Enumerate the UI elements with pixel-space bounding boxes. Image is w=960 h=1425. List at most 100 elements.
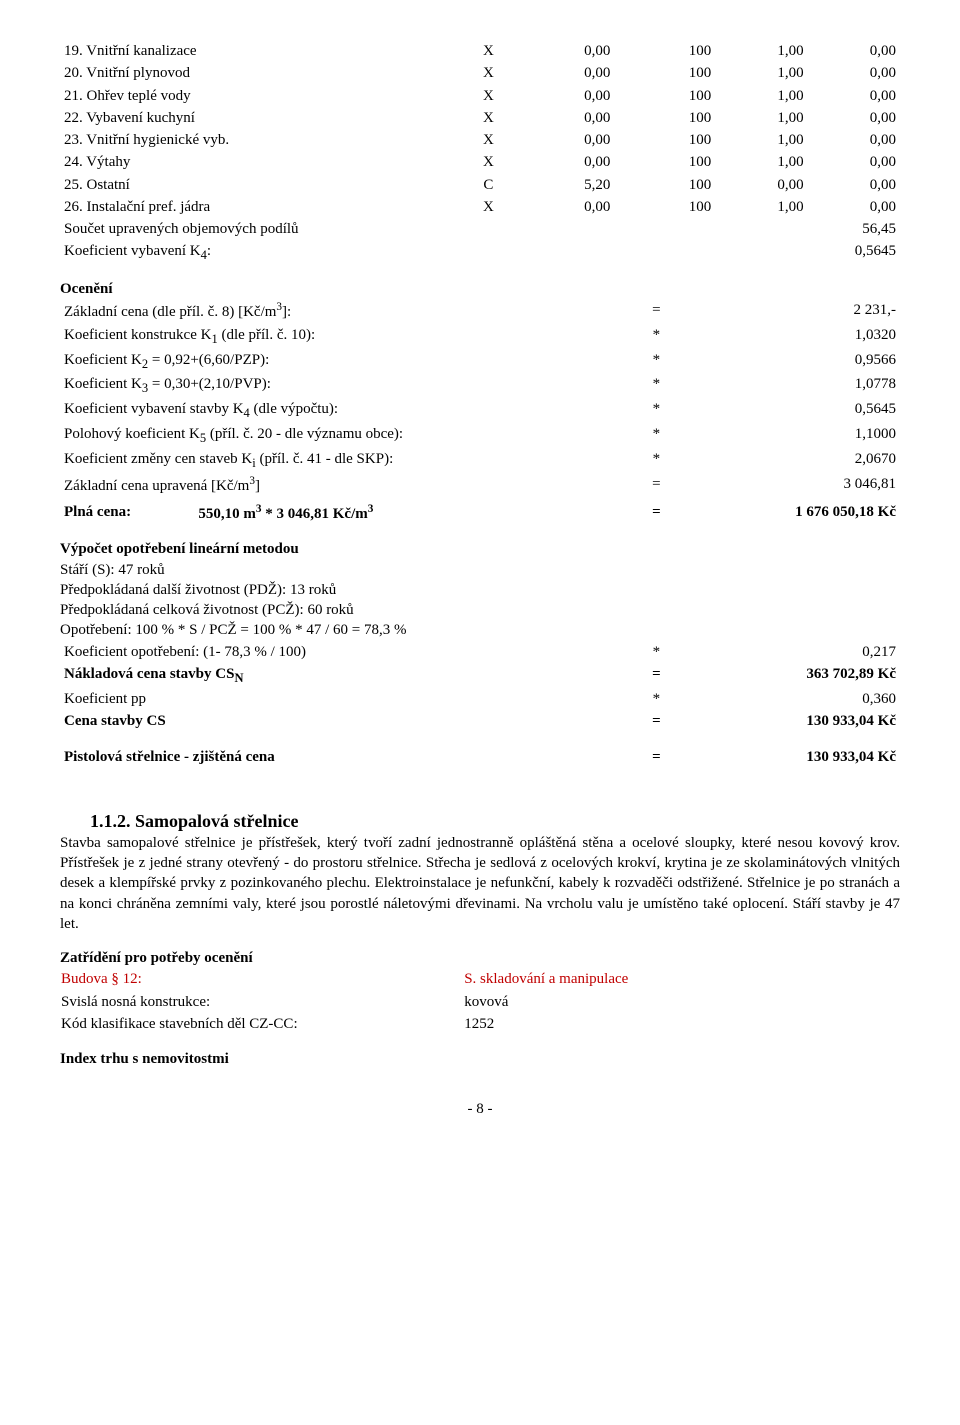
row-c1: X — [463, 129, 513, 151]
oceneni-title: Ocenění — [60, 279, 900, 299]
table-row: 24. VýtahyX0,001001,000,00 — [60, 151, 900, 173]
row-label: Koeficient K2 = 0,92+(6,60/PZP): — [60, 349, 631, 374]
row-label: 24. Výtahy — [60, 151, 463, 173]
table-row: Základní cena upravená [Kč/m3]=3 046,81 — [60, 473, 900, 497]
row-val: 1,0778 — [682, 373, 900, 398]
row-val: 363 702,89 Kč — [682, 663, 900, 688]
row-left: Kód klasifikace stavebních děl CZ-CC: — [60, 1013, 463, 1035]
row-val: 3 046,81 — [682, 473, 900, 497]
row-val: 0,360 — [682, 688, 900, 710]
final-val: 130 933,04 Kč — [682, 746, 900, 768]
row-label: 23. Vnitřní hygienické vyb. — [60, 129, 463, 151]
row-c1: X — [463, 40, 513, 62]
row-c4: 1,00 — [715, 85, 807, 107]
row-right: kovová — [463, 991, 900, 1013]
row-c2: 0,00 — [514, 62, 615, 84]
table-row: Koeficient vybavení stavby K4 (dle výpoč… — [60, 398, 900, 423]
index-title: Index trhu s nemovitostmi — [60, 1049, 900, 1069]
row-label: Koeficient pp — [60, 688, 631, 710]
row-c4: 1,00 — [715, 40, 807, 62]
row-val: 1,0320 — [682, 324, 900, 349]
samopal-title: 1.1.2. Samopalová střelnice — [60, 811, 299, 831]
row-c4: 1,00 — [715, 107, 807, 129]
row-c1: X — [463, 107, 513, 129]
row-c2: 5,20 — [514, 174, 615, 196]
row-label: 20. Vnitřní plynovod — [60, 62, 463, 84]
row-c3: 100 — [614, 62, 715, 84]
table-row: Cena stavby CS=130 933,04 Kč — [60, 710, 900, 732]
row-label: Koeficient změny cen staveb Ki (příl. č.… — [60, 448, 631, 473]
row-label: Koeficient konstrukce K1 (dle příl. č. 1… — [60, 324, 631, 349]
row-c2: 0,00 — [514, 151, 615, 173]
vypocet-line: Stáří (S): 47 roků — [60, 560, 900, 580]
row-op: * — [631, 373, 681, 398]
row-c2: 0,00 — [514, 196, 615, 218]
table-zatrideni: Budova § 12:S. skladování a manipulaceSv… — [60, 968, 900, 1035]
table-row: Nákladová cena stavby CSN=363 702,89 Kč — [60, 663, 900, 688]
table-row: Koeficient K2 = 0,92+(6,60/PZP):*0,9566 — [60, 349, 900, 374]
row-right: 1252 — [463, 1013, 900, 1035]
vypocet-lines: Stáří (S): 47 rokůPředpokládaná další ži… — [60, 560, 900, 641]
zatrideni-title: Zatřídění pro potřeby ocenění — [60, 948, 900, 968]
final-op: = — [631, 746, 681, 768]
row-val: 0,5645 — [682, 398, 900, 423]
row-c5: 0,00 — [808, 129, 900, 151]
plna-mid: 550,10 m3 * 3 046,81 Kč/m3 — [194, 501, 631, 525]
row-c1: X — [463, 151, 513, 173]
row-c4: 1,00 — [715, 62, 807, 84]
row-label: Základní cena (dle příl. č. 8) [Kč/m3]: — [60, 299, 631, 323]
row-val: 2,0670 — [682, 448, 900, 473]
row-val: 0,9566 — [682, 349, 900, 374]
table-row: 22. Vybavení kuchyníX0,001001,000,00 — [60, 107, 900, 129]
row-c4: 1,00 — [715, 129, 807, 151]
row-op: * — [631, 688, 681, 710]
table-row: 23. Vnitřní hygienické vyb.X0,001001,000… — [60, 129, 900, 151]
table-row: Koeficient pp*0,360 — [60, 688, 900, 710]
row-op: = — [631, 663, 681, 688]
plna-cena-row: Plná cena: 550,10 m3 * 3 046,81 Kč/m3 = … — [60, 501, 900, 525]
row-op: = — [631, 299, 681, 323]
row-label: 26. Instalační pref. jádra — [60, 196, 463, 218]
table-row: Polohový koeficient K5 (příl. č. 20 - dl… — [60, 423, 900, 448]
plna-label: Plná cena: — [60, 501, 194, 525]
table-row: Základní cena (dle příl. č. 8) [Kč/m3]:=… — [60, 299, 900, 323]
table-sum: Součet upravených objemových podílů 56,4… — [60, 218, 900, 265]
table-vypocet: Koeficient opotřebení: (1- 78,3 % / 100)… — [60, 641, 900, 733]
row-val: 1,1000 — [682, 423, 900, 448]
row-label: Nákladová cena stavby CSN — [60, 663, 631, 688]
table-row: 20. Vnitřní plynovodX0,001001,000,00 — [60, 62, 900, 84]
vypocet-line: Opotřebení: 100 % * S / PCŽ = 100 % * 47… — [60, 620, 900, 640]
table-row: Koeficient K3 = 0,30+(2,10/PVP):*1,0778 — [60, 373, 900, 398]
row-c5: 0,00 — [808, 62, 900, 84]
row-label: 22. Vybavení kuchyní — [60, 107, 463, 129]
table-row: Koeficient změny cen staveb Ki (příl. č.… — [60, 448, 900, 473]
row-c5: 0,00 — [808, 85, 900, 107]
row-c1: X — [463, 62, 513, 84]
final-row: Pistolová střelnice - zjištěná cena = 13… — [60, 746, 900, 768]
sum-val: 56,45 — [648, 218, 900, 240]
row-op: * — [631, 423, 681, 448]
row-op: = — [631, 473, 681, 497]
row-op: * — [631, 448, 681, 473]
row-c2: 0,00 — [514, 129, 615, 151]
row-left: Svislá nosná konstrukce: — [60, 991, 463, 1013]
row-c3: 100 — [614, 85, 715, 107]
vypocet-line: Předpokládaná další životnost (PDŽ): 13 … — [60, 580, 900, 600]
samopal-para: Stavba samopalové střelnice je přístřeše… — [60, 833, 900, 934]
row-val: 2 231,- — [682, 299, 900, 323]
row-c3: 100 — [614, 174, 715, 196]
row-right: S. skladování a manipulace — [463, 968, 900, 990]
row-label: Základní cena upravená [Kč/m3] — [60, 473, 631, 497]
final-label: Pistolová střelnice - zjištěná cena — [60, 746, 631, 768]
row-op: = — [631, 710, 681, 732]
table-row: Kód klasifikace stavebních děl CZ-CC:125… — [60, 1013, 900, 1035]
row-val: 130 933,04 Kč — [682, 710, 900, 732]
row-label: Koeficient opotřebení: (1- 78,3 % / 100) — [60, 641, 631, 663]
table-row: Koeficient opotřebení: (1- 78,3 % / 100)… — [60, 641, 900, 663]
row-c5: 0,00 — [808, 196, 900, 218]
row-c3: 100 — [614, 151, 715, 173]
row-op: * — [631, 324, 681, 349]
row-op: * — [631, 349, 681, 374]
row-label: Koeficient K3 = 0,30+(2,10/PVP): — [60, 373, 631, 398]
row-label: Cena stavby CS — [60, 710, 631, 732]
